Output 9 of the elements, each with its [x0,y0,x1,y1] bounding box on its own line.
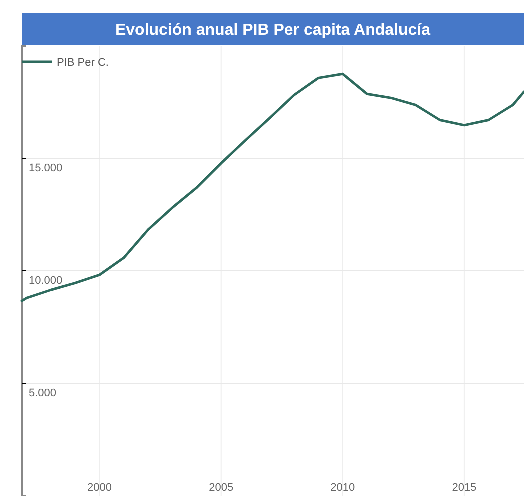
y-tick-label: 5.000 [29,388,57,400]
x-tick-label: 2005 [209,482,234,494]
legend-label: PIB Per C. [57,57,109,69]
x-tick-label: 2000 [88,482,112,494]
x-tick-label: 2015 [452,482,477,494]
y-tick-label: 10.000 [29,275,63,288]
chart-title: Evolución anual PIB Per capita Andalucía [115,22,431,39]
y-tick-label: 15.000 [29,162,63,175]
x-tick-label: 2010 [330,482,356,494]
